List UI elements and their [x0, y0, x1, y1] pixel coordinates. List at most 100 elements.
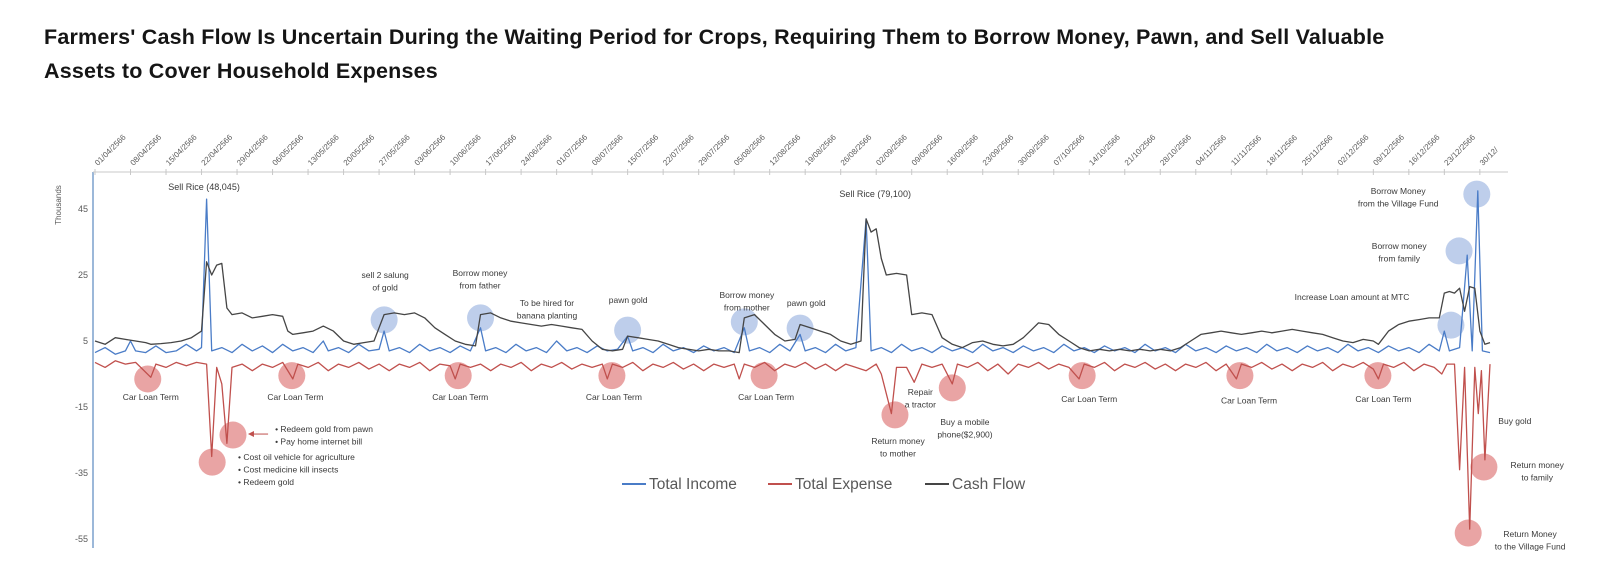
car-loan-term-7-marker: [1226, 362, 1254, 390]
x-tick-label: 23/09/2566: [981, 132, 1016, 167]
legend-label-3: Cash Flow: [952, 476, 1026, 493]
pawn-gold-1-label: pawn gold: [609, 295, 648, 305]
x-tick-label: 02/12/2566: [1336, 132, 1371, 167]
x-tick-label: 21/10/2566: [1123, 132, 1158, 167]
car-loan-term-1-marker: [134, 365, 162, 393]
x-tick-label: 01/07/2566: [555, 132, 590, 167]
return-money-village-fund-label: to the Village Fund: [1495, 542, 1566, 552]
pawn-gold-1-marker: [614, 316, 642, 344]
x-tick-label: 27/05/2566: [377, 132, 412, 167]
borrow-money-from-father-label: Borrow money: [453, 268, 509, 278]
x-tick-label: 10/06/2566: [448, 132, 483, 167]
sell-2-salung-of-gold-marker: [370, 306, 398, 334]
borrow-money-from-family-label: Borrow money: [1372, 241, 1428, 251]
sell-rice-2-label: Sell Rice (79,100): [839, 189, 911, 199]
sell-2-salung-of-gold-label: of gold: [372, 282, 398, 292]
pawn-gold-2-marker: [786, 314, 814, 342]
x-tick-label: 22/04/2566: [200, 132, 235, 167]
redeem-gold-pay-internet-arrowhead: [247, 431, 254, 438]
x-tick-label: 03/06/2566: [413, 132, 448, 167]
x-tick-label: 08/07/2566: [590, 132, 625, 167]
car-loan-term-3-label: Car Loan Term: [432, 392, 488, 402]
cost-oil-medicine-redeem-label: • Redeem gold: [238, 477, 294, 487]
x-tick-label: 30/09/2566: [1016, 132, 1051, 167]
legend-label-1: Total Income: [649, 476, 737, 493]
borrow-money-from-family-label: from family: [1378, 253, 1420, 263]
x-tick-label: 15/04/2566: [164, 132, 199, 167]
repair-a-tractor-label: Repair: [908, 387, 933, 397]
x-axis-labels: 01/04/2566 08/04/2566 15/04/2566 22/04/2566…: [93, 132, 1501, 175]
y-tick-label: -55: [75, 534, 88, 544]
x-tick-label: 09/09/2566: [910, 132, 945, 167]
x-tick-label: 09/12/2566: [1371, 132, 1406, 167]
borrow-money-from-father-label: from father: [459, 280, 500, 290]
x-tick-label: 11/11/2566: [1229, 133, 1263, 167]
car-loan-term-8-marker: [1364, 362, 1392, 390]
annotation-labels: Sell Rice (48,045) sell 2 salung of gold Bo…: [123, 182, 1566, 552]
repair-a-tractor-label: a tractor: [905, 400, 936, 410]
car-loan-term-5-marker: [750, 362, 778, 390]
x-tick-label: 14/10/2566: [1087, 132, 1122, 167]
redeem-gold-pay-internet-label: • Redeem gold from pawn: [275, 424, 373, 434]
y-axis-labels: 45 25 5 -15 -35 -55 Thousands: [54, 185, 88, 544]
x-tick-label: 08/04/2566: [129, 132, 164, 167]
y-tick-label: 45: [78, 204, 88, 214]
x-tick-label: 01/04/2566: [93, 132, 128, 167]
x-tick-label: 18/11/2566: [1265, 133, 1300, 168]
redeem-gold-pay-internet-marker: [219, 421, 247, 449]
x-tick-label: 30/12/: [1478, 145, 1501, 168]
x-tick-label: 28/10/2566: [1158, 132, 1193, 167]
buy-a-mobile-phone-label: Buy a mobile: [940, 417, 989, 427]
car-loan-term-6-label: Car Loan Term: [1061, 394, 1117, 404]
x-tick-label: 20/05/2566: [342, 132, 377, 167]
x-tick-label: 24/06/2566: [519, 132, 554, 167]
borrow-money-from-family-marker: [1445, 237, 1473, 265]
total-income-line: [94, 190, 1491, 355]
buy-gold-label: Buy gold: [1498, 416, 1531, 426]
x-tick-label: 16/09/2566: [945, 132, 980, 167]
legend-label-2: Total Expense: [795, 476, 892, 493]
x-tick-label: 22/07/2566: [661, 132, 696, 167]
x-tick-label: 19/08/2566: [803, 132, 838, 167]
buy-a-mobile-phone-label: phone($2,900): [937, 430, 992, 440]
x-tick-label: 05/08/2566: [732, 132, 767, 167]
return-money-to-family-label: to family: [1521, 473, 1553, 483]
chart-legend: Total Income Total Expense Cash Flow: [622, 476, 1026, 493]
return-money-village-fund-label: Return Money: [1503, 529, 1557, 539]
y-tick-label: -15: [75, 402, 88, 412]
return-money-village-fund-marker: [1454, 519, 1482, 547]
x-tick-label: 26/08/2566: [839, 132, 874, 167]
car-loan-term-2-marker: [278, 362, 306, 390]
x-tick-label: 02/09/2566: [874, 132, 909, 167]
x-tick-label: 29/04/2566: [235, 132, 270, 167]
y-tick-label: 25: [78, 270, 88, 280]
borrow-money-from-mother-label: from mother: [724, 303, 770, 313]
pawn-gold-2-label: pawn gold: [787, 298, 826, 308]
event-markers: [134, 180, 1498, 547]
cost-oil-medicine-redeem-label: • Cost medicine kill insects: [238, 465, 338, 475]
chart-title: Farmers' Cash Flow Is Uncertain During t…: [44, 25, 1385, 84]
x-tick-label: 13/05/2566: [306, 132, 341, 167]
car-loan-term-2-label: Car Loan Term: [267, 392, 323, 402]
borrow-money-from-mother-label: Borrow money: [719, 290, 775, 300]
cash-flow-line: [94, 218, 1491, 354]
buy-a-mobile-phone-marker: [938, 374, 966, 402]
x-tick-label: 15/07/2566: [626, 132, 661, 167]
car-loan-term-5-label: Car Loan Term: [738, 392, 794, 402]
total-expense-line: [94, 360, 1491, 530]
return-money-to-mother-label: Return money: [871, 436, 925, 446]
x-tick-label: 12/08/2566: [768, 132, 803, 167]
car-loan-term-4-marker: [598, 362, 626, 390]
x-tick-label: 06/05/2566: [271, 132, 306, 167]
y-axis-title: Thousands: [54, 185, 63, 225]
sell-rice-1-label: Sell Rice (48,045): [168, 182, 240, 192]
borrow-money-village-fund-label: Borrow Money: [1371, 186, 1427, 196]
x-tick-label: 23/12/2566: [1442, 132, 1477, 167]
hired-for-banana-planting-label: banana planting: [517, 311, 578, 321]
hired-for-banana-planting-label: To be hired for: [520, 298, 575, 308]
car-loan-term-1-label: Car Loan Term: [123, 392, 179, 402]
x-tick-label: 07/10/2566: [1052, 132, 1087, 167]
cost-oil-medicine-redeem-label: • Cost oil vehicle for agriculture: [238, 452, 355, 462]
